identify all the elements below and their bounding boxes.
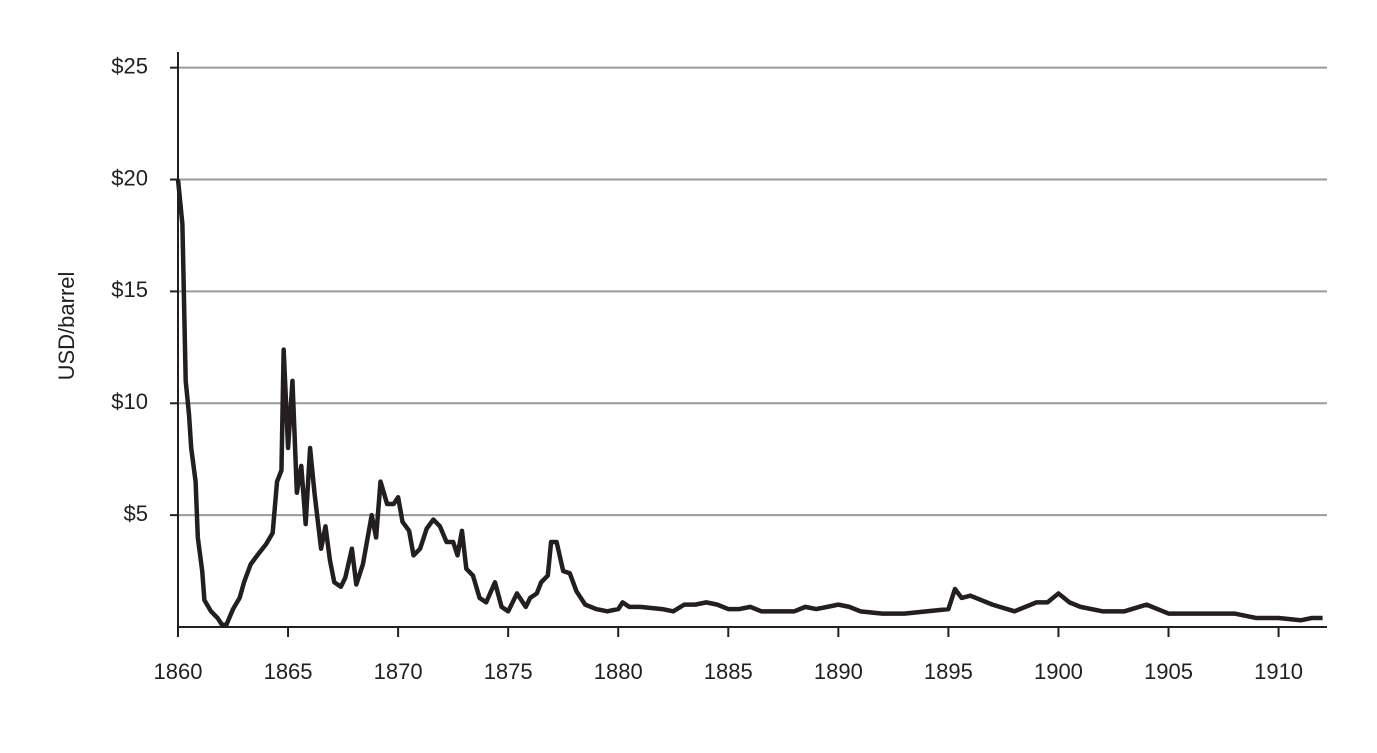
- x-tick-label: 1900: [1034, 659, 1083, 684]
- x-tick-label: 1905: [1144, 659, 1193, 684]
- y-tick-label: $25: [111, 53, 148, 78]
- y-axis-label: USD/barrel: [54, 272, 79, 381]
- x-tick-label: 1870: [374, 659, 423, 684]
- x-tick-label: 1885: [704, 659, 753, 684]
- x-tick-label: 1865: [264, 659, 313, 684]
- x-tick-label: 1890: [814, 659, 863, 684]
- x-tick-label: 1875: [484, 659, 533, 684]
- y-tick-label: $5: [124, 501, 148, 526]
- y-tick-label: $15: [111, 277, 148, 302]
- y-tick-label: $10: [111, 389, 148, 414]
- y-tick-label: $20: [111, 165, 148, 190]
- x-tick-label: 1860: [154, 659, 203, 684]
- x-tick-label: 1880: [594, 659, 643, 684]
- price-line: [175, 179, 1323, 628]
- x-tick-label: 1895: [924, 659, 973, 684]
- x-tick-label: 1910: [1254, 659, 1303, 684]
